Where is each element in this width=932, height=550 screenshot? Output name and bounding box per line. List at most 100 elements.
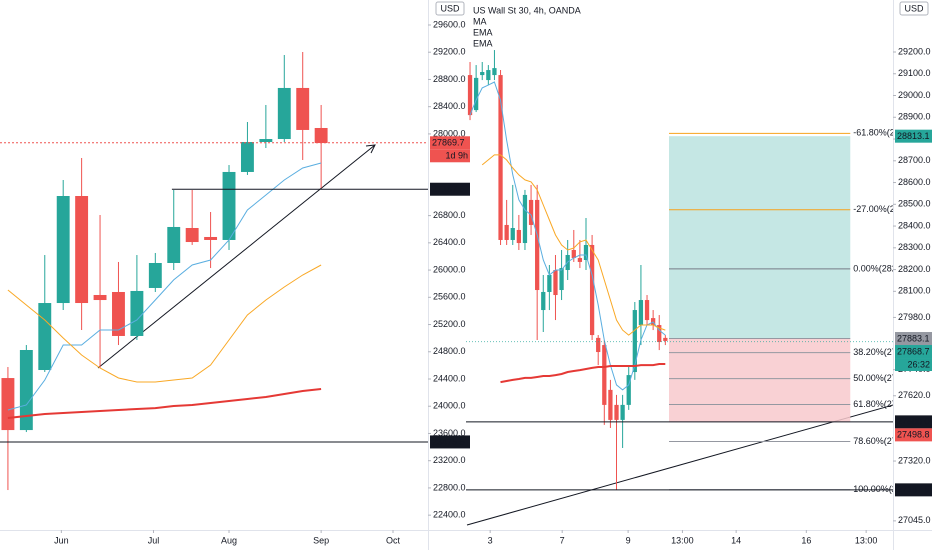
price-label: 27187.5 xyxy=(432,184,465,194)
fib-label: 100.00%(271 xyxy=(853,484,907,494)
x-tick-label: 16 xyxy=(801,535,811,545)
arrow-head xyxy=(365,144,376,154)
loss-zone xyxy=(669,338,851,423)
y-tick-label: 24400.0 xyxy=(433,373,466,383)
y-tick-label: 28900.0 xyxy=(898,112,931,122)
price-label-box xyxy=(895,129,932,143)
price-label-box xyxy=(895,332,932,346)
fib-label: 38.20%(27818 xyxy=(853,347,912,357)
y-tick-label: 29000.0 xyxy=(898,90,931,100)
price-label-box xyxy=(895,483,932,497)
candle-body xyxy=(535,199,540,291)
currency: USD xyxy=(904,3,924,13)
price-label: 27869.7 xyxy=(432,138,465,148)
y-tick-label: 26800.0 xyxy=(433,210,466,220)
candle-body xyxy=(522,194,528,244)
y-tick-label: 28000.0 xyxy=(433,128,466,138)
candle-body xyxy=(56,196,70,304)
candle-body xyxy=(480,72,485,76)
currency-box xyxy=(899,1,929,16)
candle-body xyxy=(602,345,607,405)
y-tick-label: 25600.0 xyxy=(433,292,466,302)
candle-body xyxy=(75,196,89,304)
price-label: 27500.0 xyxy=(897,417,930,427)
currency-box xyxy=(435,1,465,16)
price-label: 23475.5 xyxy=(432,437,465,447)
legend-entry: MA xyxy=(473,16,487,26)
candle-body xyxy=(492,68,497,76)
y-tick-label: 27620.0 xyxy=(898,390,931,400)
y-tick-label: 28700.0 xyxy=(898,155,931,165)
candle-body xyxy=(38,303,52,371)
y-tick-label: 23200.0 xyxy=(433,455,466,465)
countdown-box xyxy=(430,149,470,163)
candle-body xyxy=(473,77,479,111)
price-label: 27883.1 xyxy=(897,333,930,343)
ma-line xyxy=(500,363,666,384)
legend-entry: EMA xyxy=(473,27,493,37)
candle-body xyxy=(626,375,631,405)
y-tick-label: 28300.0 xyxy=(898,242,931,252)
y-tick-label: 27045.0 xyxy=(898,515,931,525)
ma-line xyxy=(481,154,666,336)
candle-body xyxy=(130,290,144,336)
y-tick-label: 25200.0 xyxy=(433,319,466,329)
x-tick-label: 13:00 xyxy=(855,535,878,545)
y-tick-label: 22800.0 xyxy=(433,482,466,492)
ma-line xyxy=(469,81,666,391)
price-label-box xyxy=(895,415,932,429)
y-tick-label: 29100.0 xyxy=(898,68,931,78)
price-label: 28813.1 xyxy=(897,131,930,141)
ma-line xyxy=(7,264,322,383)
candle-body xyxy=(277,87,291,140)
chart-title: US Wall St 30, 4h, OANDA xyxy=(473,5,581,15)
candle-body xyxy=(1,378,15,431)
drawings xyxy=(466,404,893,526)
price-label-box xyxy=(895,345,932,359)
y-tick-label: 28600.0 xyxy=(898,177,931,187)
price-label: 27868.7 xyxy=(897,346,930,356)
candle-body xyxy=(112,291,125,336)
legend-entry: EMA xyxy=(473,38,493,48)
candle-body xyxy=(577,258,583,262)
candle-body xyxy=(222,171,236,240)
ma-line xyxy=(7,388,322,419)
candle-body xyxy=(663,337,668,341)
candle-body xyxy=(240,142,254,172)
trend-arrow xyxy=(97,144,376,369)
price-label-box xyxy=(430,435,470,449)
countdown-box xyxy=(895,358,932,372)
y-tick-label: 27320.0 xyxy=(898,455,931,465)
candle-body xyxy=(547,275,552,292)
y-tick-label: 28200.0 xyxy=(898,264,931,274)
candle-body xyxy=(148,262,162,288)
y-tick-label: 24800.0 xyxy=(433,346,466,356)
x-tick-label: Sep xyxy=(313,535,329,545)
y-tick-label: 29200.0 xyxy=(433,47,466,57)
candle-body xyxy=(504,224,509,240)
candle-body xyxy=(596,337,601,353)
candle-body xyxy=(644,300,650,321)
candle-body xyxy=(553,270,558,296)
candle-body xyxy=(528,199,534,225)
x-tick-label: 3 xyxy=(488,535,493,545)
price-label: 27187.5 xyxy=(897,485,930,495)
price-label-box xyxy=(430,136,470,150)
price-label-box xyxy=(895,428,932,442)
fib-label: -27.00%(2847 xyxy=(853,204,910,214)
x-tick-label: 9 xyxy=(626,535,631,545)
fib-label: 61.80%(2758 xyxy=(853,399,907,409)
candle-body xyxy=(486,70,491,81)
fib-label: -61.80%(2882 xyxy=(853,128,910,138)
candle-body xyxy=(498,75,503,240)
candle-body xyxy=(583,244,589,260)
y-tick-label: 28400.0 xyxy=(433,101,466,111)
fib-label: 0.00%(28203. xyxy=(853,263,909,273)
profit-zone xyxy=(669,136,851,339)
candle-body xyxy=(204,236,218,240)
x-tick-label: 14 xyxy=(731,535,741,545)
countdown: 26:32 xyxy=(907,359,930,369)
y-tick-label: 28500.0 xyxy=(898,199,931,209)
y-tick-label: 27980.0 xyxy=(898,312,931,322)
candle-body xyxy=(541,291,546,311)
